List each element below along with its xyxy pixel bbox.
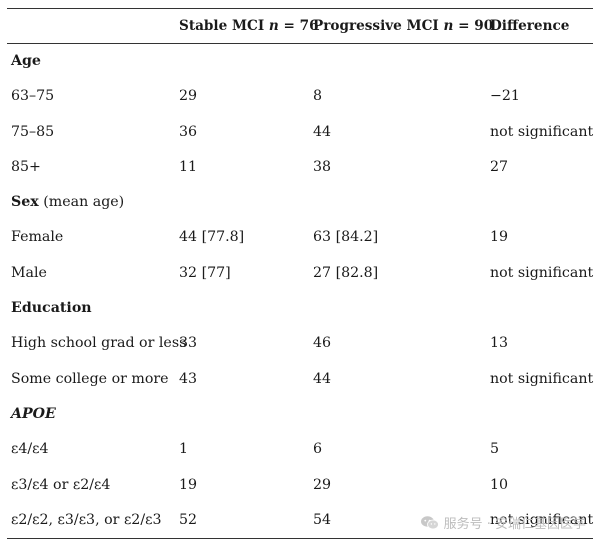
row-label: 63–75 xyxy=(11,88,55,105)
stable-value: 1 xyxy=(179,441,189,458)
progressive-value: 27 [82.8] xyxy=(313,264,379,281)
progressive-value: 63 [84.2] xyxy=(313,229,379,246)
difference-value: 10 xyxy=(490,476,509,493)
difference-value: not significant xyxy=(490,370,594,387)
table-row: Male 32 [77] 27 [82.8] not significant xyxy=(7,256,593,291)
section-row-apoe: APOE xyxy=(7,397,593,432)
row-label: 85+ xyxy=(11,158,41,175)
row-label: Female xyxy=(11,229,64,246)
wechat-icon xyxy=(420,515,439,529)
difference-value: 19 xyxy=(490,229,509,246)
progressive-value: 8 xyxy=(313,88,323,105)
table-row: ε4/ε4 1 6 5 xyxy=(7,432,593,467)
table-row: Female 44 [77.8] 63 [84.2] 19 xyxy=(7,220,593,255)
section-title-sex: Sex (mean age) xyxy=(11,185,124,220)
section-title-note: (mean age) xyxy=(43,194,125,211)
section-title-age: Age xyxy=(11,53,41,69)
difference-value: not significant xyxy=(490,123,594,140)
table-header-rule xyxy=(7,43,593,44)
table-row: ε2/ε2, ε3/ε3, or ε2/ε3 52 54 not signifi… xyxy=(7,503,593,538)
demographics-table: Stable MCI n = 76 Progressive MCI n = 90… xyxy=(7,8,593,540)
difference-value: not significant xyxy=(490,264,594,281)
row-label: Some college or more xyxy=(11,370,169,387)
progressive-value: 29 xyxy=(313,476,332,493)
progressive-value: 6 xyxy=(313,441,323,458)
section-title: Sex xyxy=(11,194,39,211)
table-row: High school grad or less 33 46 13 xyxy=(7,326,593,361)
progressive-value: 38 xyxy=(313,158,332,175)
header-progressive-mci: Progressive MCI n = 90 xyxy=(313,18,494,34)
table-row: ε3/ε4 or ε2/ε4 19 29 10 xyxy=(7,468,593,503)
watermark: 服务号 · 安瑞仁基因医学 xyxy=(420,513,586,532)
section-title-apoe: APOE xyxy=(11,405,56,422)
stable-value: 11 xyxy=(179,158,198,175)
row-label: ε4/ε4 xyxy=(11,441,49,458)
stable-value: 52 xyxy=(179,511,198,528)
table-bottom-rule xyxy=(7,538,593,540)
difference-value: −21 xyxy=(490,88,520,105)
progressive-value: 46 xyxy=(313,335,332,352)
stable-value: 33 xyxy=(179,335,198,352)
difference-value: 13 xyxy=(490,335,509,352)
difference-value: not significant xyxy=(490,511,594,528)
row-label: Male xyxy=(11,264,47,281)
table-row: Some college or more 43 44 not significa… xyxy=(7,362,593,397)
watermark-text: 服务号 · 安瑞仁基因医学 xyxy=(443,517,586,532)
stable-value: 43 xyxy=(179,370,198,387)
table-top-rule xyxy=(7,8,593,9)
section-row-sex: Sex (mean age) xyxy=(7,185,593,220)
row-label: High school grad or less xyxy=(11,335,187,352)
stable-value: 32 [77] xyxy=(179,264,231,281)
difference-value: 5 xyxy=(490,441,500,458)
difference-value: 27 xyxy=(490,158,509,175)
stable-value: 29 xyxy=(179,88,198,105)
progressive-value: 44 xyxy=(313,370,332,387)
progressive-value: 44 xyxy=(313,123,332,140)
progressive-value: 54 xyxy=(313,511,332,528)
table-row: 63–75 29 8 −21 xyxy=(7,79,593,114)
stable-value: 44 [77.8] xyxy=(179,229,245,246)
stable-value: 36 xyxy=(179,123,198,140)
row-label: ε2/ε2, ε3/ε3, or ε2/ε3 xyxy=(11,511,162,528)
row-label: 75–85 xyxy=(11,123,55,140)
section-row-age: Age xyxy=(7,44,593,79)
table-header-row: Stable MCI n = 76 Progressive MCI n = 90… xyxy=(7,9,593,43)
stable-value: 19 xyxy=(179,476,198,493)
section-title-education: Education xyxy=(11,300,92,317)
header-stable-mci: Stable MCI n = 76 xyxy=(179,18,319,34)
table-row: 75–85 36 44 not significant xyxy=(7,115,593,150)
section-row-education: Education xyxy=(7,291,593,326)
table-row: 85+ 11 38 27 xyxy=(7,150,593,185)
header-difference: Difference xyxy=(490,18,570,34)
row-label: ε3/ε4 or ε2/ε4 xyxy=(11,476,111,493)
